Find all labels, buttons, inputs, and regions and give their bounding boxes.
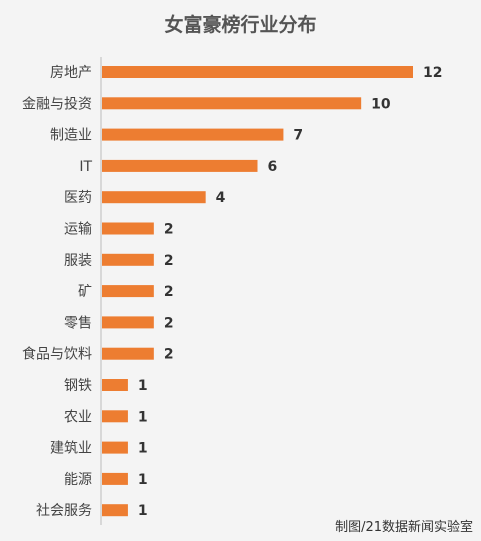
value-label: 7 [293, 128, 303, 144]
bar [102, 128, 284, 141]
category-label: 运输 [64, 222, 92, 238]
bar [102, 285, 154, 298]
value-label: 2 [164, 347, 174, 363]
category-label: 钢铁 [64, 378, 92, 394]
category-label: 农业 [64, 409, 92, 425]
source-credit: 制图/21数据新闻实验室 [335, 520, 473, 535]
bar [102, 191, 206, 204]
bar [102, 347, 154, 360]
bar [102, 316, 154, 329]
value-label: 10 [371, 96, 391, 112]
bar [102, 441, 128, 454]
category-label: 社会服务 [36, 503, 92, 519]
value-label: 2 [164, 284, 174, 300]
category-label: 制造业 [50, 128, 92, 144]
bars-group: 房地产 12 金融与投资 10 制造业 7 IT 6 医药 4 运输 2 服装 2 矿 2 零售 2 食品与饮料 2 钢… [22, 65, 442, 519]
category-label: 建筑业 [50, 441, 92, 457]
category-label: 医药 [64, 190, 92, 206]
value-label: 1 [138, 472, 148, 488]
category-label: 矿 [78, 284, 92, 300]
value-label: 2 [164, 253, 174, 269]
bar [102, 97, 362, 110]
bar [102, 66, 413, 78]
value-label: 4 [216, 190, 226, 206]
value-label: 1 [138, 409, 148, 425]
category-label: 金融与投资 [22, 96, 92, 112]
chart-title: 女富豪榜行业分布 [164, 14, 317, 36]
value-label: 2 [164, 315, 174, 331]
value-label: 2 [164, 222, 174, 238]
bar [102, 472, 128, 485]
category-label: IT [79, 159, 92, 175]
value-label: 1 [138, 441, 148, 457]
bar [102, 159, 258, 172]
category-label: 零售 [64, 315, 92, 331]
value-label: 12 [423, 65, 442, 81]
bar [102, 410, 128, 423]
category-label: 服装 [64, 253, 92, 269]
value-label: 6 [268, 159, 278, 175]
bar [102, 222, 154, 235]
bar [102, 379, 128, 391]
bar [102, 504, 128, 517]
category-label: 房地产 [50, 65, 92, 81]
category-label: 食品与饮料 [22, 346, 92, 363]
value-label: 1 [138, 378, 148, 394]
bar [102, 253, 154, 266]
category-label: 能源 [64, 472, 92, 488]
value-label: 1 [138, 503, 148, 519]
